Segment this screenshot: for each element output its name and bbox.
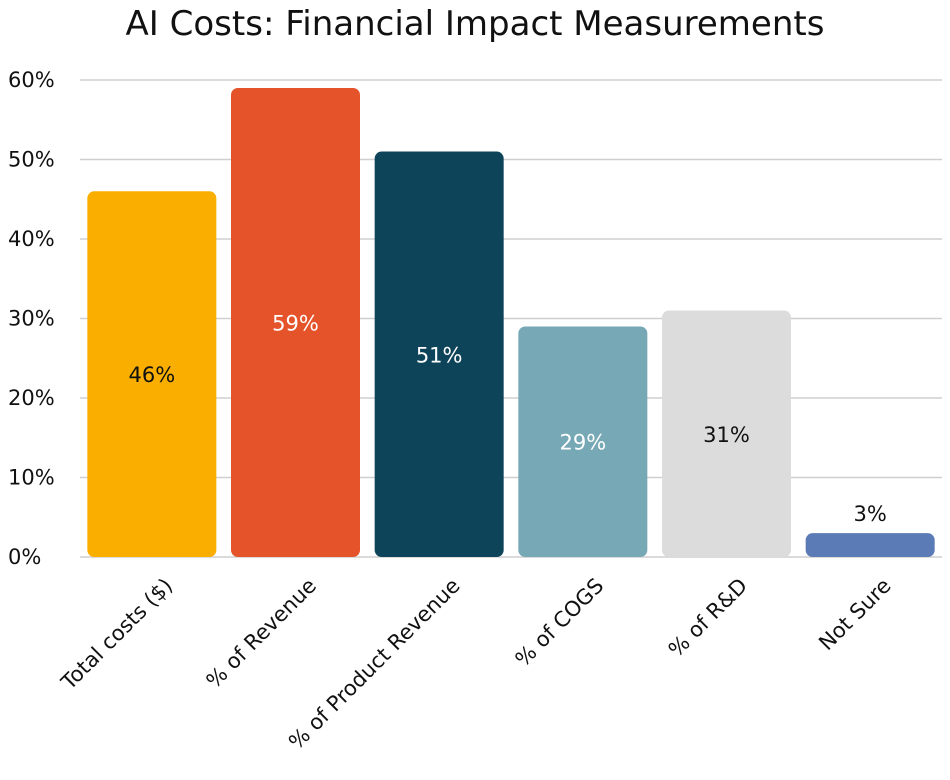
bar-1 <box>231 87 360 557</box>
value-label: 3% <box>854 502 887 526</box>
bars <box>87 87 935 558</box>
bar-0 <box>87 191 217 558</box>
x-category-label: % of R&D <box>664 574 752 662</box>
value-label: 46% <box>128 363 175 387</box>
value-labels: 46% 59% 51% 29% 31% 3% <box>128 311 886 526</box>
value-label: 59% <box>272 311 319 335</box>
x-axis-labels: Total costs ($)% of Revenue% of Product … <box>56 574 896 755</box>
y-tick-label: 20% <box>8 386 55 410</box>
y-tick-label: 10% <box>8 466 55 490</box>
y-tick-label: 40% <box>8 227 55 251</box>
gridlines <box>80 79 942 558</box>
value-label: 31% <box>703 423 750 447</box>
bar-5 <box>805 533 935 557</box>
y-tick-label: 0% <box>8 545 41 569</box>
bar-3 <box>518 326 648 557</box>
value-label: 51% <box>416 343 463 367</box>
y-axis-ticks: 0% 10% 20% 30% 40% 50% 60% <box>8 68 55 569</box>
x-category-label: Not Sure <box>814 574 895 655</box>
value-label: 29% <box>559 431 606 455</box>
chart-title: AI Costs: Financial Impact Measurements <box>125 4 825 44</box>
bar-4 <box>662 310 791 557</box>
y-tick-label: 50% <box>8 148 55 172</box>
x-category-label: % of Revenue <box>202 574 322 694</box>
x-category-label: Total costs ($) <box>56 574 177 695</box>
x-category-label: % of COGS <box>511 574 609 672</box>
bar-2 <box>374 151 504 558</box>
y-tick-label: 60% <box>8 68 55 92</box>
y-tick-label: 30% <box>8 307 55 331</box>
x-category-label: % of Product Revenue <box>284 574 465 755</box>
